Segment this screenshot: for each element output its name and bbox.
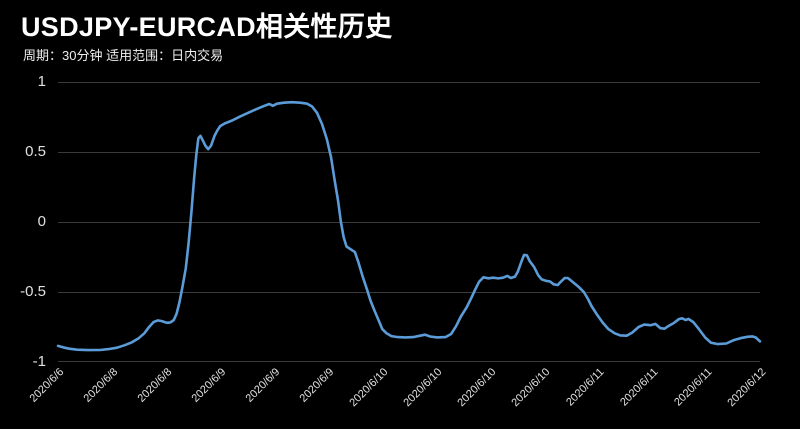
gridline: [58, 222, 760, 223]
x-tick-label: 2020/6/9: [189, 366, 229, 405]
x-tick-label: 2020/6/8: [135, 366, 175, 405]
gridline: [58, 292, 760, 293]
gridline: [58, 361, 760, 362]
gridline: [58, 152, 760, 153]
x-tick-label: 2020/6/11: [563, 366, 607, 409]
x-tick-label: 2020/6/12: [725, 366, 769, 410]
x-tick-label: 2020/6/9: [243, 366, 283, 405]
y-tick-label: -1: [32, 353, 46, 370]
plot-area: [56, 82, 762, 362]
x-tick-label: 2020/6/10: [455, 366, 499, 410]
chart-subtitle: 周期：30分钟 适用范围：日内交易: [23, 48, 224, 63]
y-tick-label: 0.5: [25, 143, 46, 160]
chart-title: USDJPY-EURCAD相关性历史: [21, 12, 393, 42]
y-tick-label: -0.5: [20, 283, 46, 300]
x-tick-label: 2020/6/10: [401, 366, 445, 410]
y-tick-label: 1: [37, 73, 46, 90]
x-tick-label: 2020/6/10: [347, 366, 391, 410]
x-tick-label: 2020/6/11: [671, 366, 715, 409]
correlation-line-chart: [56, 100, 762, 352]
correlation-series-line: [56, 100, 762, 352]
y-tick-label: 0: [37, 213, 46, 230]
x-tick-label: 2020/6/11: [617, 366, 661, 409]
x-tick-label: 2020/6/10: [509, 366, 553, 410]
gridline: [58, 82, 760, 83]
x-tick-label: 2020/6/9: [297, 366, 337, 405]
x-tick-label: 2020/6/8: [81, 366, 121, 405]
